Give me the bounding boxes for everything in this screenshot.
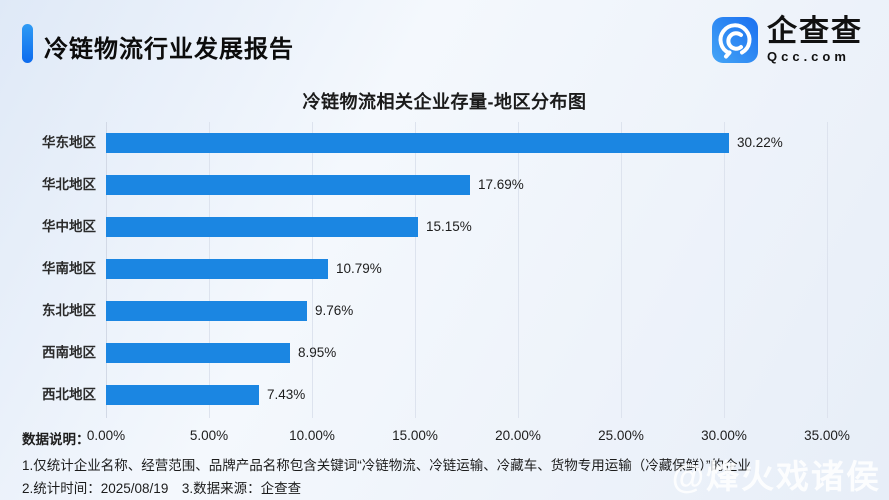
value-label: 17.69%	[478, 177, 524, 192]
bar-华北地区	[106, 175, 470, 195]
bar-华中地区	[106, 217, 418, 237]
x-tick-label: 25.00%	[598, 428, 644, 443]
value-label: 9.76%	[315, 303, 354, 318]
value-label: 15.15%	[426, 219, 472, 234]
category-label: 华北地区	[42, 177, 96, 192]
qcc-logo-text: 企查查 Qcc.com	[767, 15, 863, 65]
x-tick-label: 5.00%	[189, 428, 229, 443]
category-label: 华南地区	[42, 261, 96, 276]
x-tick-label: 0.00%	[86, 428, 126, 443]
qcc-logo-domain: Qcc.com	[767, 49, 850, 64]
category-label: 西南地区	[42, 345, 96, 360]
x-axis-ticks: 0.00% 5.00% 10.00% 15.00% 20.00% 25.00% 30.00%…	[87, 428, 850, 446]
category-label: 西北地区	[42, 387, 96, 402]
gridline	[724, 122, 725, 418]
footnote-2: 2.统计时间：2025/08/19 3.数据来源：企查查	[22, 481, 302, 496]
title-accent-bar	[22, 24, 33, 63]
value-label: 8.95%	[298, 345, 337, 360]
bar-西南地区	[106, 343, 290, 363]
bar-东北地区	[106, 301, 307, 321]
gridline	[518, 122, 519, 418]
bar-西北地区	[106, 385, 259, 405]
value-label: 30.22%	[737, 135, 783, 150]
x-tick-label: 20.00%	[495, 428, 541, 443]
value-label: 10.79%	[336, 261, 382, 276]
bar-华东地区	[106, 133, 729, 153]
footnote-1: 1.仅统计企业名称、经营范围、品牌产品名称包含关键词“冷链物流、冷链运输、冷藏车…	[22, 458, 751, 473]
category-label: 东北地区	[42, 303, 96, 318]
chart-title: 冷链物流相关企业存量-地区分布图	[302, 92, 587, 112]
bar-chart-plot: 30.22% 17.69% 15.15% 10.79% 9.76% 8.95% 7.43%	[106, 122, 828, 418]
value-label: 7.43%	[267, 387, 306, 402]
x-tick-label: 35.00%	[804, 428, 850, 443]
category-label: 华东地区	[42, 135, 96, 150]
data-note-label: 数据说明：	[22, 432, 90, 447]
watermark: @烽火戏诸侯	[671, 458, 881, 495]
gridline	[827, 122, 828, 418]
qcc-logo-name: 企查查	[767, 15, 863, 48]
qcc-logo-icon	[712, 17, 758, 63]
x-tick-label: 30.00%	[701, 428, 747, 443]
report-title: 冷链物流行业发展报告	[44, 36, 294, 63]
qcc-logo: 企查查 Qcc.com	[711, 16, 863, 64]
gridline	[415, 122, 416, 418]
x-tick-label: 15.00%	[392, 428, 438, 443]
x-tick-label: 10.00%	[289, 428, 335, 443]
gridline	[621, 122, 622, 418]
bar-华南地区	[106, 259, 328, 279]
category-label: 华中地区	[42, 219, 96, 234]
